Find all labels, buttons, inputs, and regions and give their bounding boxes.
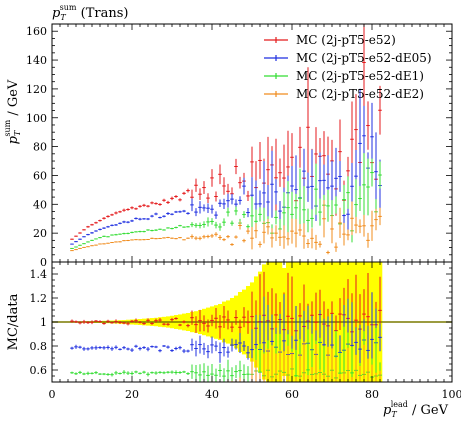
ratio-ylabel: MC/data	[6, 293, 21, 350]
axes-group: 0 20 40 60 80 100 0 20 40 60 80 100 120 140 160 0.6 0.8 1…	[26, 23, 461, 401]
top-ylabel: pTsum / GeV	[3, 79, 22, 144]
top-y-tick-label: 60	[33, 169, 47, 182]
legend-item: MC (2j-pT5-e52-dE1)	[264, 69, 424, 83]
legend-label: MC (2j-pT5-e52-dE2)	[296, 87, 424, 101]
top-y-tick-label: 140	[26, 54, 47, 67]
legend-item: MC (2j-pT5-e52-dE05)	[264, 51, 432, 65]
x-tick-label: 0	[49, 388, 56, 401]
x-label-sub: T	[391, 410, 397, 419]
top-ylabel-main: p	[6, 135, 21, 144]
legend-item: MC (2j-pT5-e52-dE2)	[264, 87, 424, 101]
x-label: pTlead / GeV	[383, 400, 449, 419]
chart-title: pTsum (Trans)	[52, 3, 128, 22]
top-y-tick-label: 160	[26, 25, 47, 38]
chart-title-rest: (Trans)	[77, 6, 129, 21]
ratio-y-tick-label: 1.4	[30, 268, 48, 281]
chart-title-main: p	[52, 6, 61, 21]
x-label-main: p	[383, 403, 392, 418]
x-tick-label: 20	[125, 388, 139, 401]
ratio-series-group	[70, 271, 382, 382]
legend: MC (2j-pT5-e52) MC (2j-pT5-e52-dE05) MC (2…	[264, 33, 432, 101]
top-ylabel-sup: sum	[3, 119, 12, 136]
top-y-tick-label: 0	[40, 256, 47, 269]
top-y-tick-label: 20	[33, 227, 47, 240]
legend-label: MC (2j-pT5-e52-dE05)	[296, 51, 432, 65]
x-tick-label: 80	[365, 388, 379, 401]
top-y-tick-label: 120	[26, 83, 47, 96]
top-y-tick-label: 100	[26, 112, 47, 125]
x-tick-label: 100	[442, 388, 461, 401]
x-tick-label: 40	[205, 388, 219, 401]
chart-title-sup: sum	[60, 3, 77, 12]
x-label-rest: / GeV	[408, 403, 449, 418]
series-2-top	[70, 153, 382, 249]
x-label-sup: lead	[391, 400, 408, 409]
legend-label: MC (2j-pT5-e52-dE1)	[296, 69, 424, 83]
top-series-group	[70, 24, 382, 255]
top-y-tick-label: 80	[33, 141, 47, 154]
x-tick-label: 60	[285, 388, 299, 401]
series-0-top	[70, 24, 382, 240]
top-ylabel-rest: / GeV	[6, 79, 21, 120]
series-1-top	[70, 88, 382, 245]
top-y-tick-label: 40	[33, 198, 47, 211]
chart-title-sub: T	[60, 13, 66, 22]
ratio-y-tick-label: 1	[40, 316, 47, 329]
ratio-y-tick-label: 0.8	[30, 340, 48, 353]
legend-item: MC (2j-pT5-e52)	[264, 33, 396, 47]
ratio-y-tick-label: 1.2	[30, 292, 48, 305]
top-ylabel-sub: T	[13, 130, 22, 136]
ratio-y-tick-label: 0.6	[30, 364, 48, 377]
series-3-top	[70, 200, 382, 255]
legend-label: MC (2j-pT5-e52)	[296, 33, 396, 47]
